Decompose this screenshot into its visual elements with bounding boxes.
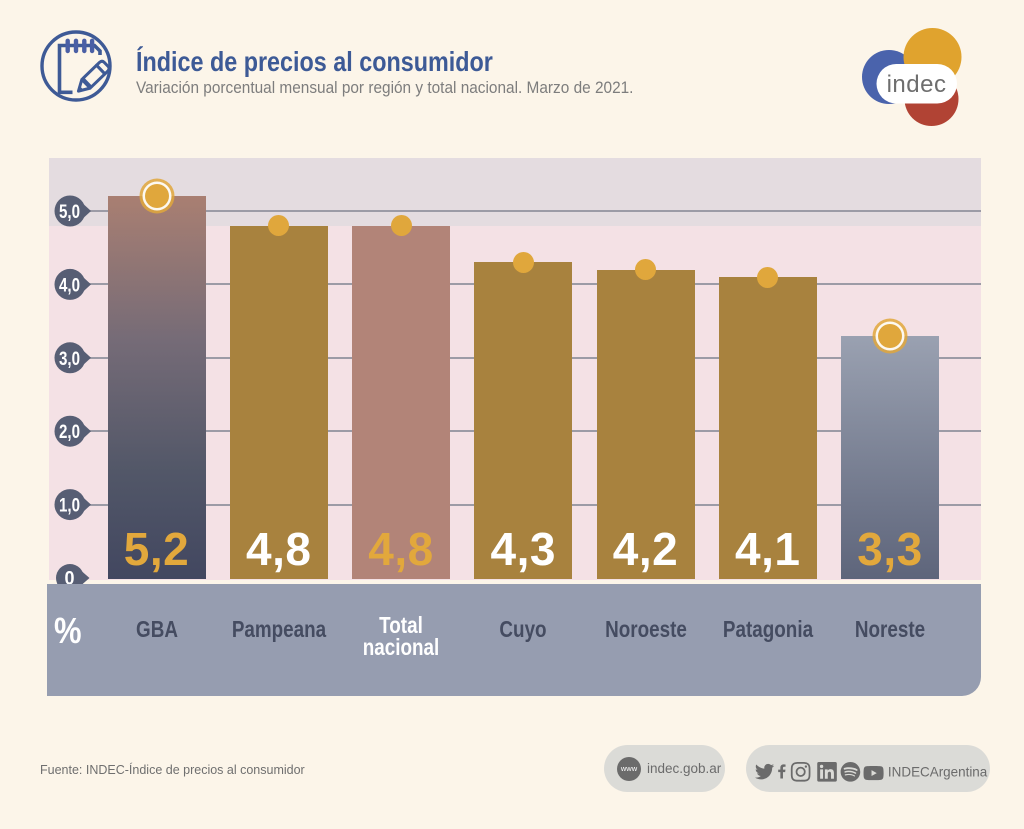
svg-text:0: 0: [65, 568, 75, 590]
svg-text:1,0: 1,0: [59, 495, 80, 517]
svg-text:5,0: 5,0: [59, 201, 80, 223]
svg-text:3,0: 3,0: [59, 348, 80, 370]
svg-text:2,0: 2,0: [59, 421, 80, 443]
svg-text:indec: indec: [887, 71, 947, 98]
svg-text:INDECArgentina: INDECArgentina: [888, 764, 988, 779]
svg-text:4,0: 4,0: [59, 274, 80, 296]
